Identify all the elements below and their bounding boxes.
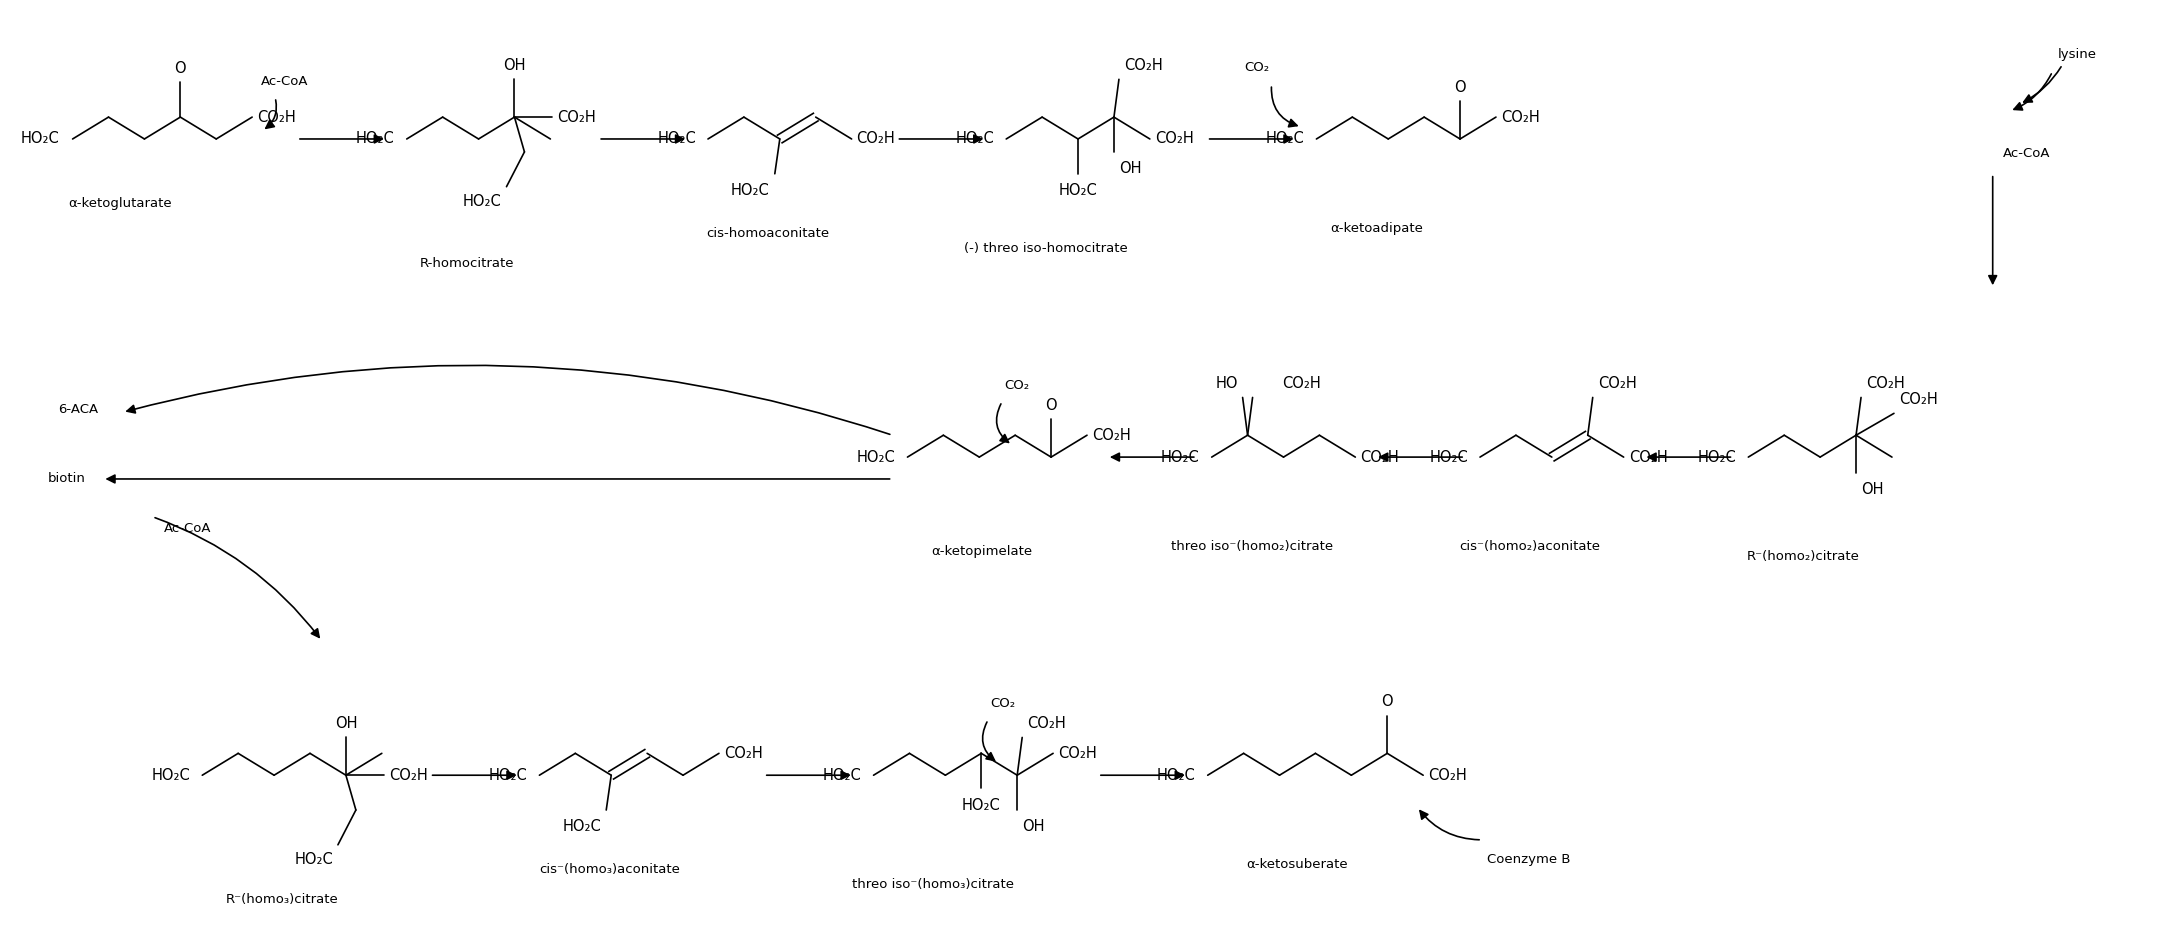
Text: R-homocitrate: R-homocitrate [419,257,513,270]
Text: 6-ACA: 6-ACA [57,402,98,416]
Text: HO₂C: HO₂C [563,819,600,834]
Text: OH: OH [1120,161,1142,176]
Text: CO₂H: CO₂H [1059,746,1096,760]
Text: OH: OH [1862,482,1884,497]
Text: HO₂C: HO₂C [823,768,862,783]
Text: CO₂H: CO₂H [258,110,297,125]
Text: O: O [175,61,186,76]
Text: CO₂H: CO₂H [725,746,762,760]
FancyArrowPatch shape [1271,87,1297,127]
Text: HO₂C: HO₂C [1157,768,1196,783]
Text: HO₂C: HO₂C [463,194,502,209]
Text: O: O [1454,80,1465,95]
FancyArrowPatch shape [155,518,319,637]
Text: biotin: biotin [48,473,85,486]
Text: (-) threo iso-homocitrate: (-) threo iso-homocitrate [965,241,1129,255]
Text: CO₂H: CO₂H [1502,110,1539,125]
Text: α-ketoglutarate: α-ketoglutarate [68,197,172,210]
Text: cis-homoaconitate: cis-homoaconitate [707,227,830,240]
Text: HO₂C: HO₂C [1161,450,1201,465]
Text: HO₂C: HO₂C [151,768,190,783]
FancyArrowPatch shape [1419,811,1480,840]
Text: HO₂C: HO₂C [295,852,334,867]
Text: O: O [1046,398,1057,413]
Text: HO₂C: HO₂C [963,797,1000,813]
Text: HO₂C: HO₂C [1430,450,1467,465]
Text: CO₂: CO₂ [1244,61,1268,74]
Text: cis⁻(homo₃)aconitate: cis⁻(homo₃)aconitate [539,863,679,876]
Text: R⁻(homo₂)citrate: R⁻(homo₂)citrate [1746,550,1860,563]
Text: Coenzyme B: Coenzyme B [1487,853,1570,867]
Text: Ac-CoA: Ac-CoA [2002,148,2050,160]
Text: Ac-CoA: Ac-CoA [262,75,308,88]
Text: CO₂H: CO₂H [1028,716,1065,731]
Text: α-ketosuberate: α-ketosuberate [1246,858,1349,871]
Text: CO₂H: CO₂H [1428,768,1467,783]
Text: threo iso⁻(homo₃)citrate: threo iso⁻(homo₃)citrate [851,878,1015,891]
FancyArrowPatch shape [2015,74,2052,110]
Text: α-ketopimelate: α-ketopimelate [932,545,1033,558]
Text: CO₂H: CO₂H [1284,376,1321,391]
Text: HO₂C: HO₂C [20,132,59,147]
Text: HO₂C: HO₂C [1266,132,1305,147]
Text: lysine: lysine [2059,48,2098,61]
Text: Ac-CoA: Ac-CoA [164,522,212,535]
Text: HO₂C: HO₂C [356,132,395,147]
FancyArrowPatch shape [127,366,891,435]
Text: cis⁻(homo₂)aconitate: cis⁻(homo₂)aconitate [1460,540,1600,553]
Text: HO₂C: HO₂C [1059,183,1098,198]
Text: OH: OH [504,58,526,73]
Text: CO₂: CO₂ [991,697,1015,710]
Text: OH: OH [334,716,358,731]
FancyArrowPatch shape [266,100,277,128]
Text: OH: OH [1022,819,1046,834]
Text: α-ketoadipate: α-ketoadipate [1329,222,1423,235]
Text: HO₂C: HO₂C [1698,450,1735,465]
Text: HO₂C: HO₂C [856,450,895,465]
Text: CO₂H: CO₂H [1866,376,1906,391]
Text: HO₂C: HO₂C [731,183,771,198]
Text: threo iso⁻(homo₂)citrate: threo iso⁻(homo₂)citrate [1170,540,1332,553]
Text: CO₂H: CO₂H [557,110,596,125]
Text: HO₂C: HO₂C [657,132,696,147]
Text: HO: HO [1216,376,1238,391]
Text: CO₂H: CO₂H [1598,376,1637,391]
Text: CO₂H: CO₂H [1629,450,1668,465]
FancyArrowPatch shape [2024,67,2061,102]
Text: HO₂C: HO₂C [489,768,528,783]
Text: CO₂H: CO₂H [1124,58,1164,73]
Text: HO₂C: HO₂C [956,132,993,147]
Text: O: O [1382,694,1393,709]
Text: CO₂H: CO₂H [1360,450,1399,465]
FancyArrowPatch shape [982,722,995,760]
Text: CO₂: CO₂ [1004,379,1030,392]
FancyArrowPatch shape [107,475,891,483]
Text: CO₂H: CO₂H [1092,428,1131,443]
Text: CO₂H: CO₂H [1899,392,1939,407]
Text: CO₂H: CO₂H [1155,132,1194,147]
Text: CO₂H: CO₂H [389,768,428,783]
Text: R⁻(homo₃)citrate: R⁻(homo₃)citrate [225,893,338,906]
Text: CO₂H: CO₂H [856,132,895,147]
FancyArrowPatch shape [998,403,1009,442]
